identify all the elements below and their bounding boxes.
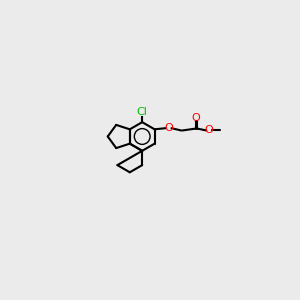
Text: O: O [191, 112, 200, 122]
Text: O: O [205, 125, 214, 136]
Text: Cl: Cl [137, 107, 148, 117]
Text: O: O [164, 123, 173, 133]
